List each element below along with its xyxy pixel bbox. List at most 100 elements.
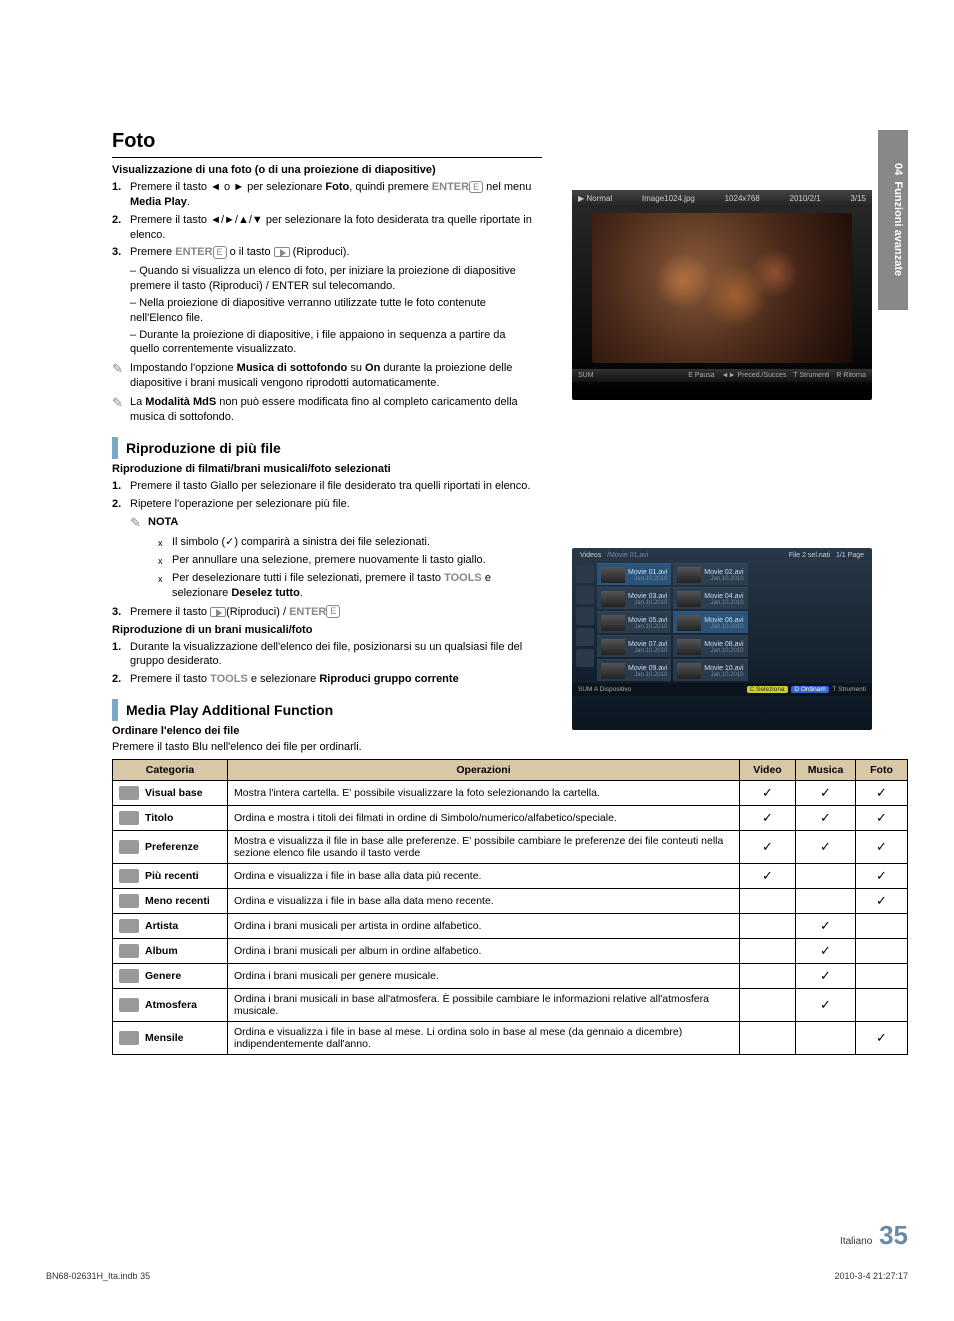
video-side-icons [576,563,594,681]
side-icon [576,649,594,667]
multi-step3: 3. Premere il tasto (Riproduci) / ENTERE [112,605,532,620]
file-name: Movie 10.avi [704,665,743,672]
page-title: Foto [112,130,908,153]
note-2: ✎ La Modalità MdS non può essere modific… [112,395,532,425]
video-file-item[interactable]: Movie 09.aviJan.10.2010 [597,659,671,681]
section-bar-icon [112,437,118,459]
table-row: Visual base Mostra l'intera cartella. E'… [113,781,908,806]
musica-check [796,889,856,914]
file-date: Jan.10.2010 [634,624,667,630]
table-row: Preferenze Mostra e visualizza il file i… [113,831,908,864]
note-1: ✎ Impostando l'opzione Musica di sottofo… [112,361,532,391]
video-file-item[interactable]: Movie 01.aviJan.10.2010 [597,563,671,585]
video-path: /Movie 01.avi [607,552,648,559]
return-hint: R Ritorna [836,372,866,379]
th-foto: Foto [856,760,908,781]
video-panel-footer: SUM A Dispositivo C Seleziona D Ordinam … [572,683,872,696]
video-file-item[interactable]: Movie 02.aviJan.10.2010 [673,563,747,585]
photo-steps: 1. Premere il tasto ◄ o ► per selezionar… [112,180,532,260]
video-check [740,1022,796,1055]
video-file-item[interactable]: Movie 06.aviJan.10.2010 [673,611,747,633]
cat-cell: Meno recenti [113,889,228,914]
video-check [740,989,796,1022]
photo-panel-footer: SUM E Pausa ◄► Preced./Succes T Strument… [572,369,872,382]
cat-cell: Titolo [113,806,228,831]
enter-icon: E [469,181,483,194]
play-icon [274,247,290,257]
cat-cell: Più recenti [113,864,228,889]
note-icon: ✎ [112,395,130,411]
photo-panel-header: ▶ Normal Image1024.jpg 1024x768 2010/2/1… [572,190,872,207]
musica-check: ✓ [796,831,856,864]
table-row: Artista Ordina i brani musicali per arti… [113,914,908,939]
video-file-item[interactable]: Movie 08.aviJan.10.2010 [673,635,747,657]
thumbnail-icon [677,591,701,607]
video-check: ✓ [740,781,796,806]
video-file-item[interactable]: Movie 10.aviJan.10.2010 [673,659,747,681]
category-icon [119,1031,139,1045]
thumbnail-icon [601,615,625,631]
th-operazioni: Operazioni [228,760,740,781]
video-file-item[interactable]: Movie 05.aviJan.10.2010 [597,611,671,633]
side-icon [576,586,594,604]
chapter-side-tab: 04 Funzioni avanzate [878,130,908,310]
file-name: Movie 05.avi [628,617,667,624]
chapter-number: 04 [892,163,904,175]
sort-hint: D Ordinam [791,686,828,693]
side-icon [576,565,594,583]
sum-device: SUM A Dispositivo [578,686,631,693]
photo-section-title: Visualizzazione di una foto (o di una pr… [112,164,532,176]
thumbnail-icon [601,591,625,607]
enter-icon: E [213,246,227,259]
section-bar-icon [112,699,118,721]
page-footer: BN68-02631H_Ita.indb 35 Italiano 35 2010… [46,1271,908,1281]
thumbnail-icon [677,567,701,583]
video-file-item[interactable]: Movie 07.aviJan.10.2010 [597,635,671,657]
video-file-item[interactable]: Movie 03.aviJan.10.2010 [597,587,671,609]
note-icon: ✎ [112,361,130,377]
step-1-text: Premere il tasto ◄ o ► per selezionare F… [130,180,532,210]
op-cell: Mostra e visualizza il file in base alle… [228,831,740,864]
category-icon [119,840,139,854]
file-date: Jan.10.2010 [634,576,667,582]
cat-cell: Artista [113,914,228,939]
musica-check: ✓ [796,781,856,806]
index: 3/15 [850,194,866,203]
file-name: Movie 02.avi [704,569,743,576]
video-check: ✓ [740,806,796,831]
th-video: Video [740,760,796,781]
category-icon [119,998,139,1012]
foto-check: ✓ [856,1022,908,1055]
thumbnail-icon [601,639,625,655]
file-date: Jan.10.2010 [634,600,667,606]
file-date: Jan.10.2010 [634,648,667,654]
thumbnail-icon [601,663,625,679]
nota-block: ✎ NOTA [130,515,532,531]
op-cell: Ordina e visualizza i file in base al me… [228,1022,740,1055]
category-icon [119,869,139,883]
table-row: Album Ordina i brani musicali per album … [113,939,908,964]
pause-hint: E Pausa [688,372,714,379]
cat-cell: Atmosfera [113,989,228,1022]
video-file-item[interactable]: Movie 04.aviJan.10.2010 [673,587,747,609]
th-categoria: Categoria [113,760,228,781]
sort-table: Categoria Operazioni Video Musica Foto V… [112,759,908,1055]
page-number: 35 [879,1220,908,1250]
op-cell: Ordina i brani musicali per genere music… [228,964,740,989]
multi-section-head: Riproduzione di più file [112,437,532,459]
date: 2010/2/1 [790,194,821,203]
musica-check: ✓ [796,914,856,939]
video-list-panel: Videos /Movie 01.avi File 2 sel.nati 1/1… [572,548,872,730]
foto-check [856,964,908,989]
category-icon [119,811,139,825]
photo-image [592,213,852,363]
op-cell: Ordina i brani musicali per artista in o… [228,914,740,939]
video-check [740,914,796,939]
foto-check [856,914,908,939]
foto-check [856,989,908,1022]
multi-sub1: Riproduzione di filmati/brani musicali/f… [112,463,532,475]
title-rule [112,157,542,158]
filename: Image1024.jpg [642,194,695,203]
cat-cell: Visual base [113,781,228,806]
video-check [740,964,796,989]
